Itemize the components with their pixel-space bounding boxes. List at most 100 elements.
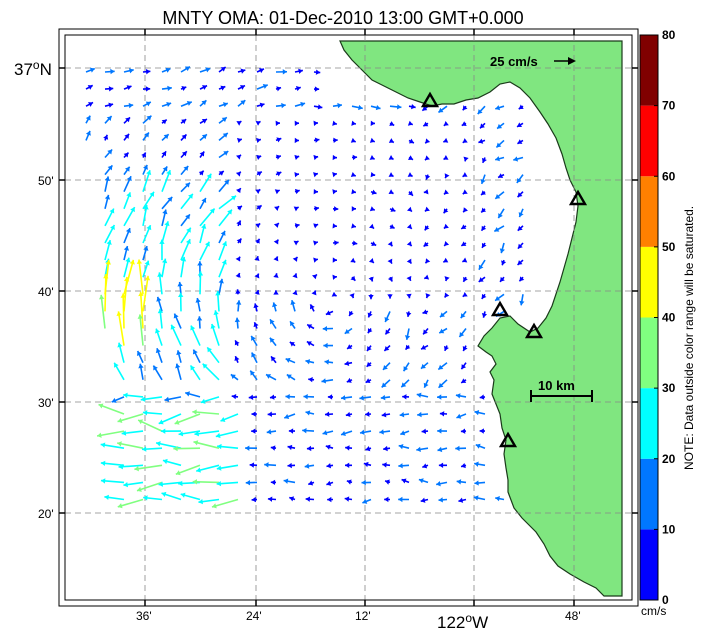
current-vector-head: [234, 317, 241, 323]
current-vector-head: [495, 496, 500, 502]
current-vector-head: [517, 225, 523, 231]
current-vector-head: [123, 152, 129, 158]
current-vector-head: [416, 446, 421, 452]
current-vector-head: [259, 102, 265, 108]
current-vector-head: [199, 151, 205, 157]
current-vector-head: [157, 308, 164, 314]
current-vector-head: [305, 496, 311, 502]
current-vector-head: [384, 317, 390, 322]
current-vector-head: [408, 138, 414, 144]
current-vector-head: [255, 223, 261, 229]
current-vector-head: [401, 382, 407, 388]
current-vector-head: [201, 100, 207, 106]
current-vector-head: [327, 394, 333, 400]
current-vector-head: [193, 440, 199, 446]
current-vector-head: [285, 393, 290, 400]
current-vector-head: [290, 300, 296, 305]
current-vector-head: [248, 394, 254, 400]
current-vector-head: [444, 240, 450, 246]
current-vector-head: [85, 130, 91, 136]
current-vector-head: [481, 225, 487, 231]
current-vector-head: [111, 397, 117, 403]
current-vector-head: [367, 328, 373, 334]
current-vector-head: [379, 429, 384, 435]
current-vector-head: [126, 192, 132, 198]
current-vector-head: [108, 102, 114, 108]
current-vector-head: [162, 166, 168, 172]
current-vector-head: [416, 392, 422, 398]
current-vector-head: [192, 349, 198, 355]
colorbar-segment: [640, 458, 658, 530]
current-vector-head: [181, 86, 187, 92]
current-vector-head: [267, 411, 273, 417]
current-vector-head: [109, 208, 115, 214]
current-vector-head: [138, 291, 144, 297]
current-vector-head: [439, 312, 445, 318]
current-vector-head: [269, 337, 275, 343]
current-vector-head: [479, 394, 485, 400]
current-vector-head: [146, 225, 152, 231]
current-vector-head: [123, 276, 130, 282]
colorbar-segment: [640, 317, 658, 389]
current-vector-head: [270, 445, 276, 451]
current-vector-head: [254, 256, 260, 261]
current-vector-head: [481, 293, 487, 299]
current-vector-head: [126, 85, 132, 91]
current-vector-head: [422, 463, 428, 469]
current-vector-head: [161, 428, 166, 434]
current-vector-head: [273, 223, 279, 228]
current-vector-head: [444, 173, 450, 179]
current-vector-head: [344, 360, 350, 366]
current-vector-head: [167, 85, 172, 92]
current-vector-head: [382, 462, 387, 468]
current-vector-head: [326, 480, 332, 486]
current-vector-head: [518, 212, 524, 218]
current-vector-head: [145, 69, 151, 75]
current-vector-head: [140, 396, 146, 402]
current-vector-head: [424, 225, 430, 231]
current-vector-head: [369, 223, 374, 229]
colorbar-segment: [640, 176, 658, 247]
lon-label-122w: 122oW: [437, 611, 488, 632]
current-vector-head: [221, 117, 227, 123]
current-vector-head: [167, 196, 173, 202]
current-vector-head: [207, 347, 212, 353]
current-vector-head: [269, 394, 275, 400]
current-vector-head: [388, 155, 394, 160]
current-vector-head: [255, 121, 261, 126]
current-vector-head: [494, 226, 500, 232]
current-vector-shaft: [98, 403, 125, 415]
current-vector-head: [178, 480, 183, 487]
current-vector-head: [108, 86, 114, 92]
current-vector-head: [389, 224, 395, 229]
current-vector-head: [188, 193, 193, 199]
current-vector-shaft: [193, 441, 220, 449]
current-vector-head: [347, 344, 353, 349]
current-vector-head: [324, 359, 330, 365]
current-vector-head: [387, 258, 393, 264]
current-vector-head: [253, 322, 259, 328]
current-vector-head: [305, 359, 311, 365]
colorbar-segment: [640, 388, 658, 459]
current-vector-head: [235, 272, 241, 278]
current-vector-head: [418, 478, 424, 484]
current-vector-head: [104, 176, 110, 182]
current-vector-head: [332, 154, 337, 161]
current-vector-head: [174, 419, 180, 425]
current-vector-head: [462, 138, 468, 143]
current-vector-head: [156, 296, 162, 302]
current-vector-head: [146, 115, 152, 121]
current-vector-head: [166, 170, 172, 176]
current-vector-head: [216, 480, 222, 487]
current-vector-head: [136, 350, 142, 356]
current-vector-head: [462, 172, 468, 177]
current-vector-head: [462, 257, 468, 263]
current-vector-head: [110, 224, 115, 230]
current-vector-head: [276, 86, 282, 92]
current-vector-head: [425, 174, 431, 180]
current-vector-head: [162, 209, 168, 215]
current-vector-head: [236, 121, 242, 126]
current-vector-shaft: [174, 413, 201, 425]
current-vector-head: [162, 258, 168, 264]
current-vector-head: [313, 154, 319, 161]
